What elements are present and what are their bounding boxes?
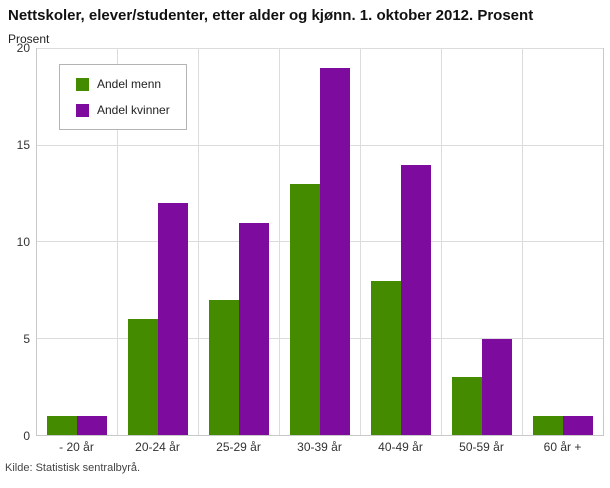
x-tick-label: 20-24 år [135,440,180,454]
bar-pair [533,49,593,435]
bar-andel-menn [47,415,77,435]
bar-pair [128,49,188,435]
x-tick-label: 50-59 år [459,440,504,454]
legend-swatch [76,77,89,91]
bar-pair [47,49,107,435]
y-axis: 0 5 10 15 20 [2,41,36,443]
bar-pair [371,49,431,435]
y-tick-label: 5 [23,332,30,346]
legend: Andel menn Andel kvinner [59,64,187,130]
bar-andel-kvinner [158,203,188,435]
bar-andel-kvinner [482,338,512,435]
bar-group [37,49,118,435]
legend-label: Andel menn [97,77,162,91]
x-tick-label: 25-29 år [216,440,261,454]
legend-item-menn: Andel menn [76,77,170,91]
bar-group [280,49,361,435]
bar-group [442,49,523,435]
plot-area: Andel menn Andel kvinner [36,48,604,436]
y-tick-label: 20 [16,41,30,55]
chart-area: 0 5 10 15 20 Andel menn Andel kvinner [2,41,604,443]
bar-andel-kvinner [239,222,269,435]
bar-group [523,49,603,435]
x-labels: - 20 år 20-24 år 25-29 år 30-39 år 40-49 år 5… [36,440,603,454]
bar-andel-menn [452,377,482,435]
x-tick-label: 60 år + [543,440,582,454]
bar-pair [452,49,512,435]
legend-swatch [76,103,89,117]
bar-andel-kvinner [77,415,107,435]
bar-group [361,49,442,435]
y-tick-label: 15 [16,138,30,152]
bar-andel-menn [533,415,563,435]
bar-andel-kvinner [320,68,350,435]
bar-andel-menn [128,319,158,435]
chart-title: Nettskoler, elever/studenter, etter alde… [8,7,534,24]
bar-andel-menn [209,299,239,435]
x-tick-label: - 20 år [59,440,94,454]
bar-andel-menn [371,280,401,435]
source-note: Kilde: Statistisk sentralbyrå. [5,462,141,474]
bar-group [118,49,199,435]
bar-pair [209,49,269,435]
y-tick-label: 0 [23,429,30,443]
bar-group [199,49,280,435]
bar-andel-kvinner [563,415,593,435]
y-axis-title: Prosent [8,32,50,46]
bar-andel-kvinner [401,164,431,435]
bar-pair [290,49,350,435]
gridline [37,48,603,49]
legend-item-kvinner: Andel kvinner [76,103,170,117]
bar-groups [37,49,603,435]
y-tick-label: 10 [16,235,30,249]
x-tick-label: 30-39 år [297,440,342,454]
legend-label: Andel kvinner [97,103,170,117]
x-tick-label: 40-49 år [378,440,423,454]
bar-andel-menn [290,184,320,435]
